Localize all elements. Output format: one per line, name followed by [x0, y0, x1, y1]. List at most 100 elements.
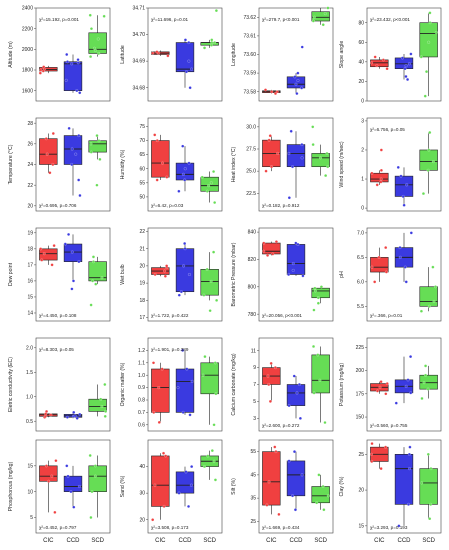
y-tick-label: 5: [30, 515, 33, 521]
data-point: [49, 413, 53, 417]
x-category-label: CCD: [67, 538, 81, 544]
y-tick-label: 30: [139, 491, 145, 497]
y-axis-label: Longitude: [231, 43, 237, 66]
stat-annotation: χ²=8.303, p=0.05: [39, 347, 74, 352]
box: [175, 368, 195, 413]
data-point: [373, 55, 377, 59]
y-tick-label: 3: [253, 416, 256, 422]
y-tick-label: 1.5: [26, 370, 33, 376]
data-point: [293, 508, 297, 512]
data-point: [370, 171, 374, 175]
data-point: [313, 289, 317, 293]
data-point: [185, 367, 189, 371]
y-tick-label: 45: [250, 472, 256, 478]
y-tick-label: 2200: [22, 26, 33, 32]
data-point: [50, 474, 54, 478]
data-point: [384, 246, 388, 250]
data-point: [166, 54, 170, 58]
box: [63, 61, 83, 91]
data-point: [103, 383, 107, 386]
box: [370, 257, 389, 273]
data-point: [428, 11, 432, 15]
data-point: [89, 55, 93, 59]
data-point: [212, 250, 216, 254]
y-tick-label: 34.70: [132, 32, 145, 38]
data-point: [213, 361, 217, 365]
y-tick-label: 60: [358, 40, 364, 46]
data-point: [385, 67, 389, 71]
data-point: [70, 250, 74, 254]
y-tick-label: 20: [27, 203, 33, 209]
box: [88, 465, 107, 492]
x-category-label: SCD: [422, 538, 435, 544]
x-category-label: CCD: [179, 538, 193, 544]
data-point: [214, 478, 217, 482]
data-point: [44, 412, 48, 416]
data-point: [269, 361, 273, 365]
box: [200, 269, 219, 296]
data-point: [408, 445, 412, 449]
y-tick-label: 35: [250, 496, 256, 502]
y-tick-label: 1.0: [26, 394, 33, 400]
data-point: [424, 364, 428, 368]
data-point: [274, 92, 277, 96]
data-point: [77, 485, 81, 488]
data-point: [65, 53, 69, 56]
data-point: [94, 282, 98, 286]
data-point: [203, 355, 207, 359]
data-point: [163, 269, 167, 273]
plot-frame: [366, 227, 442, 322]
data-point: [177, 491, 181, 495]
box: [151, 455, 170, 507]
box: [88, 261, 107, 282]
box: [311, 153, 330, 168]
y-axis-label: Heat index (°C): [231, 146, 237, 182]
data-point: [297, 383, 301, 386]
data-point: [189, 483, 193, 487]
y-tick-label: 25: [250, 519, 256, 525]
data-point: [208, 309, 212, 313]
y-tick-label: 200: [356, 368, 365, 374]
data-point: [54, 459, 58, 463]
box: [286, 384, 306, 406]
data-point: [213, 201, 217, 204]
data-point: [210, 41, 214, 44]
data-point: [188, 273, 191, 276]
y-axis-label: pH: [339, 271, 345, 278]
data-point: [317, 473, 321, 477]
box: [88, 398, 107, 412]
stat-annotation: χ²=1.901, p=0.389: [151, 347, 189, 352]
y-tick-label: 70: [139, 138, 145, 144]
panel: 34.68 34.69 34.70 34.71 Latitude χ²=11.696, p…: [120, 6, 223, 102]
y-axis-label: Silt (%): [231, 478, 237, 495]
data-point: [420, 481, 424, 485]
data-point: [96, 37, 100, 41]
stat-annotation: χ²=0.452, p=0.797: [39, 525, 77, 530]
data-point: [426, 387, 430, 391]
data-point: [92, 255, 95, 259]
data-point: [66, 474, 70, 478]
y-tick-label: 15: [358, 523, 364, 529]
data-point: [214, 9, 218, 13]
y-tick-label: 780: [248, 312, 257, 318]
data-point: [409, 52, 413, 56]
x-category-label: CCD: [398, 538, 412, 544]
data-point: [203, 465, 206, 469]
box: [419, 22, 438, 58]
data-point: [428, 21, 432, 25]
data-point: [429, 502, 433, 506]
y-tick-label: 6.0: [357, 279, 364, 285]
box: [88, 32, 107, 54]
y-tick-label: 14: [27, 311, 33, 317]
data-point: [95, 134, 99, 138]
data-point: [379, 467, 383, 471]
stat-annotation: χ²=3.293, p=0.193: [370, 525, 408, 530]
data-point: [426, 452, 430, 456]
y-tick-label: 6.5: [357, 255, 364, 261]
data-point: [152, 361, 155, 365]
y-tick-label: 0: [361, 206, 364, 212]
data-point: [161, 161, 164, 165]
box: [39, 138, 58, 165]
stat-annotation: χ²=20.056, p<0.001: [262, 313, 302, 318]
data-point: [318, 378, 322, 382]
